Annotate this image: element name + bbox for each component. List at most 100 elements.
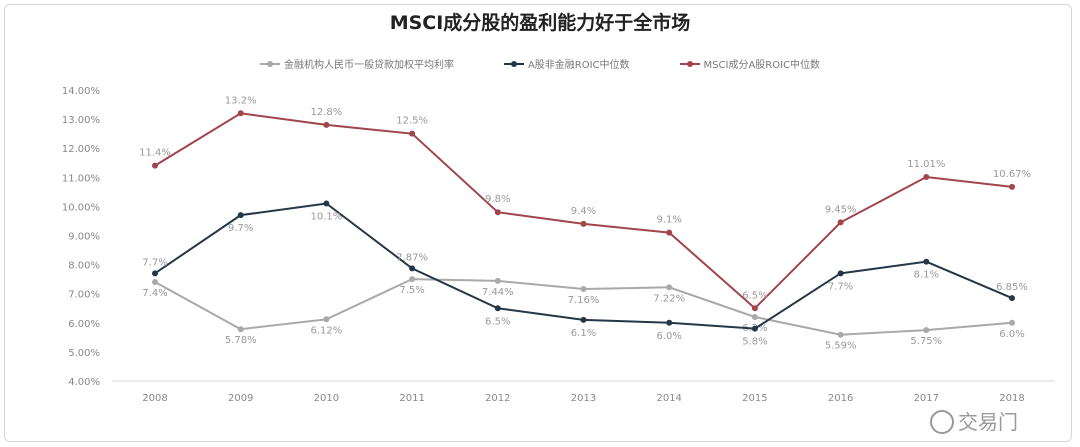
data-label: 7.4%	[142, 288, 167, 299]
data-label: 7.44%	[482, 287, 514, 298]
data-label: 6.5%	[485, 316, 510, 327]
data-point	[666, 284, 673, 291]
y-tick-label: 14.00%	[62, 86, 100, 97]
x-tick-label: 2012	[485, 393, 510, 404]
data-point	[323, 200, 330, 207]
chart-title: MSCI成分股的盈利能力好于全市场	[389, 12, 691, 34]
data-label: 9.1%	[656, 215, 681, 226]
data-point	[666, 319, 673, 326]
data-point	[237, 326, 244, 333]
legend-item-a-share-roic: A股非金融ROIC中位数	[503, 56, 630, 71]
y-tick-label: 5.00%	[68, 348, 100, 359]
data-point	[494, 209, 501, 216]
x-tick-label: 2010	[314, 393, 339, 404]
wechat-logo-icon	[930, 410, 954, 434]
chart-frame	[4, 4, 1072, 442]
legend-label: MSCI成分A股ROIC中位数	[703, 60, 821, 71]
x-tick-label: 2015	[742, 393, 767, 404]
data-point	[152, 270, 158, 277]
y-tick-label: 8.00%	[68, 261, 100, 272]
data-label: 6.5%	[742, 290, 767, 301]
legend-swatch	[679, 60, 700, 67]
legend-label: 金融机构人民币一般贷款加权平均利率	[283, 60, 454, 71]
data-label: 6.1%	[571, 328, 596, 339]
data-label: 5.8%	[742, 337, 767, 348]
data-point	[751, 325, 758, 332]
data-point	[580, 316, 587, 323]
data-point	[409, 265, 416, 272]
data-point	[923, 174, 930, 181]
legend: 金融机构人民币一般贷款加权平均利率 A股非金融ROIC中位数 MSCI成分A股R…	[0, 56, 1080, 71]
data-label: 9.45%	[825, 204, 857, 215]
x-tick-label: 2014	[656, 393, 681, 404]
data-label: 6.12%	[311, 325, 343, 336]
data-point	[837, 219, 844, 226]
legend-swatch	[503, 60, 524, 67]
data-point	[1009, 295, 1015, 302]
watermark: 交易门	[930, 410, 1018, 434]
data-label: 11.01%	[907, 159, 945, 170]
data-label: 13.2%	[225, 95, 257, 106]
y-tick-label: 7.00%	[68, 290, 100, 301]
data-point	[837, 270, 844, 277]
data-point	[409, 276, 416, 283]
data-point	[323, 316, 330, 323]
x-tick-label: 2018	[999, 393, 1024, 404]
data-point	[152, 279, 158, 286]
data-label: 9.4%	[571, 206, 596, 217]
data-label: 5.75%	[910, 336, 942, 347]
data-label: 10.1%	[311, 211, 343, 222]
x-tick-label: 2008	[142, 393, 167, 404]
data-label: 5.78%	[225, 335, 257, 346]
data-point	[152, 162, 158, 169]
data-label: 7.5%	[399, 285, 424, 296]
data-label: 9.8%	[485, 194, 510, 205]
data-point	[751, 305, 758, 312]
x-tick-label: 2016	[828, 393, 853, 404]
data-label: 7.22%	[653, 293, 685, 304]
data-label: 7.7%	[828, 281, 853, 292]
data-point	[751, 313, 758, 320]
data-point	[580, 220, 587, 227]
data-point	[837, 331, 844, 338]
data-point	[1009, 319, 1015, 326]
x-tick-label: 2011	[399, 393, 424, 404]
data-point	[494, 305, 501, 312]
watermark-text: 交易门	[958, 410, 1018, 434]
data-point	[494, 277, 501, 284]
legend-item-loan-rate: 金融机构人民币一般贷款加权平均利率	[259, 56, 454, 71]
data-label: 10.67%	[993, 169, 1031, 180]
y-tick-label: 11.00%	[62, 173, 100, 184]
x-tick-label: 2009	[228, 393, 253, 404]
data-point	[580, 286, 587, 293]
data-label: 8.1%	[914, 270, 939, 281]
data-label: 9.7%	[228, 223, 253, 234]
data-label: 12.5%	[396, 116, 428, 127]
data-point	[666, 229, 673, 236]
data-label: 6.0%	[656, 331, 681, 342]
data-point	[237, 212, 244, 219]
data-label: 7.7%	[142, 257, 167, 268]
data-label: 6.0%	[999, 329, 1024, 340]
legend-item-msci-roic: MSCI成分A股ROIC中位数	[679, 56, 821, 71]
data-point	[237, 110, 244, 117]
data-label: 6.85%	[996, 282, 1028, 293]
x-tick-label: 2013	[571, 393, 596, 404]
data-point	[323, 121, 330, 128]
y-tick-label: 12.00%	[62, 144, 100, 155]
data-point	[923, 327, 930, 334]
data-point	[1009, 183, 1015, 190]
y-tick-label: 13.00%	[62, 115, 100, 126]
data-label: 7.16%	[568, 295, 600, 306]
data-label: 5.59%	[825, 341, 857, 352]
y-tick-label: 6.00%	[68, 319, 100, 330]
legend-swatch	[259, 60, 280, 67]
y-tick-label: 4.00%	[68, 377, 100, 388]
legend-label: A股非金融ROIC中位数	[527, 60, 630, 71]
data-label: 11.4%	[139, 148, 171, 159]
data-label: 7.87%	[396, 252, 428, 263]
data-point	[409, 130, 416, 137]
y-tick-label: 10.00%	[62, 202, 100, 213]
data-point	[923, 258, 930, 265]
